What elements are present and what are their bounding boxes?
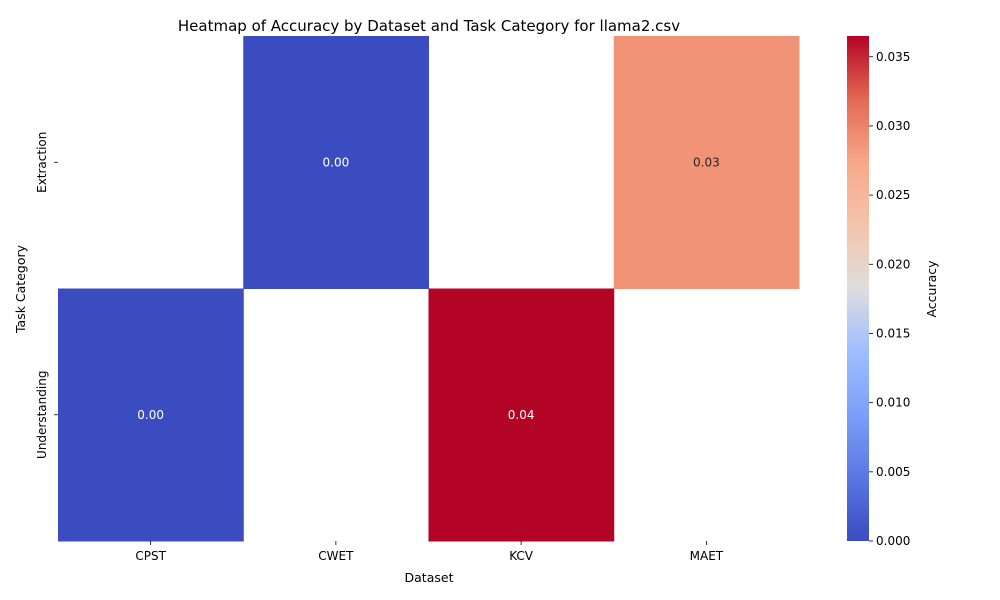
colorbar-ticks: 0.000 0.005 0.010 0.015 0.020 0.025 0.030 0.035 <box>869 50 910 548</box>
y-axis-label: Task Category <box>13 244 28 334</box>
colorbar-tick-label: 0.010 <box>876 396 910 410</box>
chart-title: Heatmap of Accuracy by Dataset and Task … <box>178 17 680 35</box>
y-axis: Extraction Understanding <box>35 132 58 459</box>
colorbar-tick-label: 0.000 <box>876 534 910 548</box>
x-axis-label: Dataset <box>405 570 454 585</box>
heatmap-cells: 0.00 0.03 0.00 0.04 <box>58 36 800 542</box>
x-tick-label: KCV <box>509 549 534 563</box>
cell-value-label: 0.03 <box>693 155 720 169</box>
cell-value-label: 0.04 <box>508 408 535 422</box>
colorbar-tick-label: 0.035 <box>876 50 910 64</box>
colorbar-tick-label: 0.025 <box>876 188 910 202</box>
colorbar-tick-label: 0.020 <box>876 257 910 271</box>
heatmap-cell <box>243 36 429 289</box>
colorbar-label: Accuracy <box>924 260 939 318</box>
y-tick-label: Understanding <box>35 371 49 459</box>
heatmap-cell <box>613 36 800 289</box>
x-tick-label: CPST <box>135 549 166 563</box>
heatmap-cell <box>58 288 244 542</box>
cell-value-label: 0.00 <box>137 408 164 422</box>
colorbar-tick-label: 0.005 <box>876 465 910 479</box>
y-tick-label: Extraction <box>35 132 49 193</box>
cell-value-label: 0.00 <box>323 155 350 169</box>
colorbar-tick-label: 0.030 <box>876 119 910 133</box>
x-tick-label: MAET <box>690 549 724 563</box>
colorbar: 0.000 0.005 0.010 0.015 0.020 0.025 0.030 0.035… <box>847 36 939 548</box>
colorbar-tick-label: 0.015 <box>876 326 910 340</box>
colorbar-gradient <box>847 36 869 541</box>
x-axis: CPST CWET KCV MAET <box>135 541 724 563</box>
x-tick-label: CWET <box>318 549 354 563</box>
heatmap-cell <box>428 288 615 542</box>
